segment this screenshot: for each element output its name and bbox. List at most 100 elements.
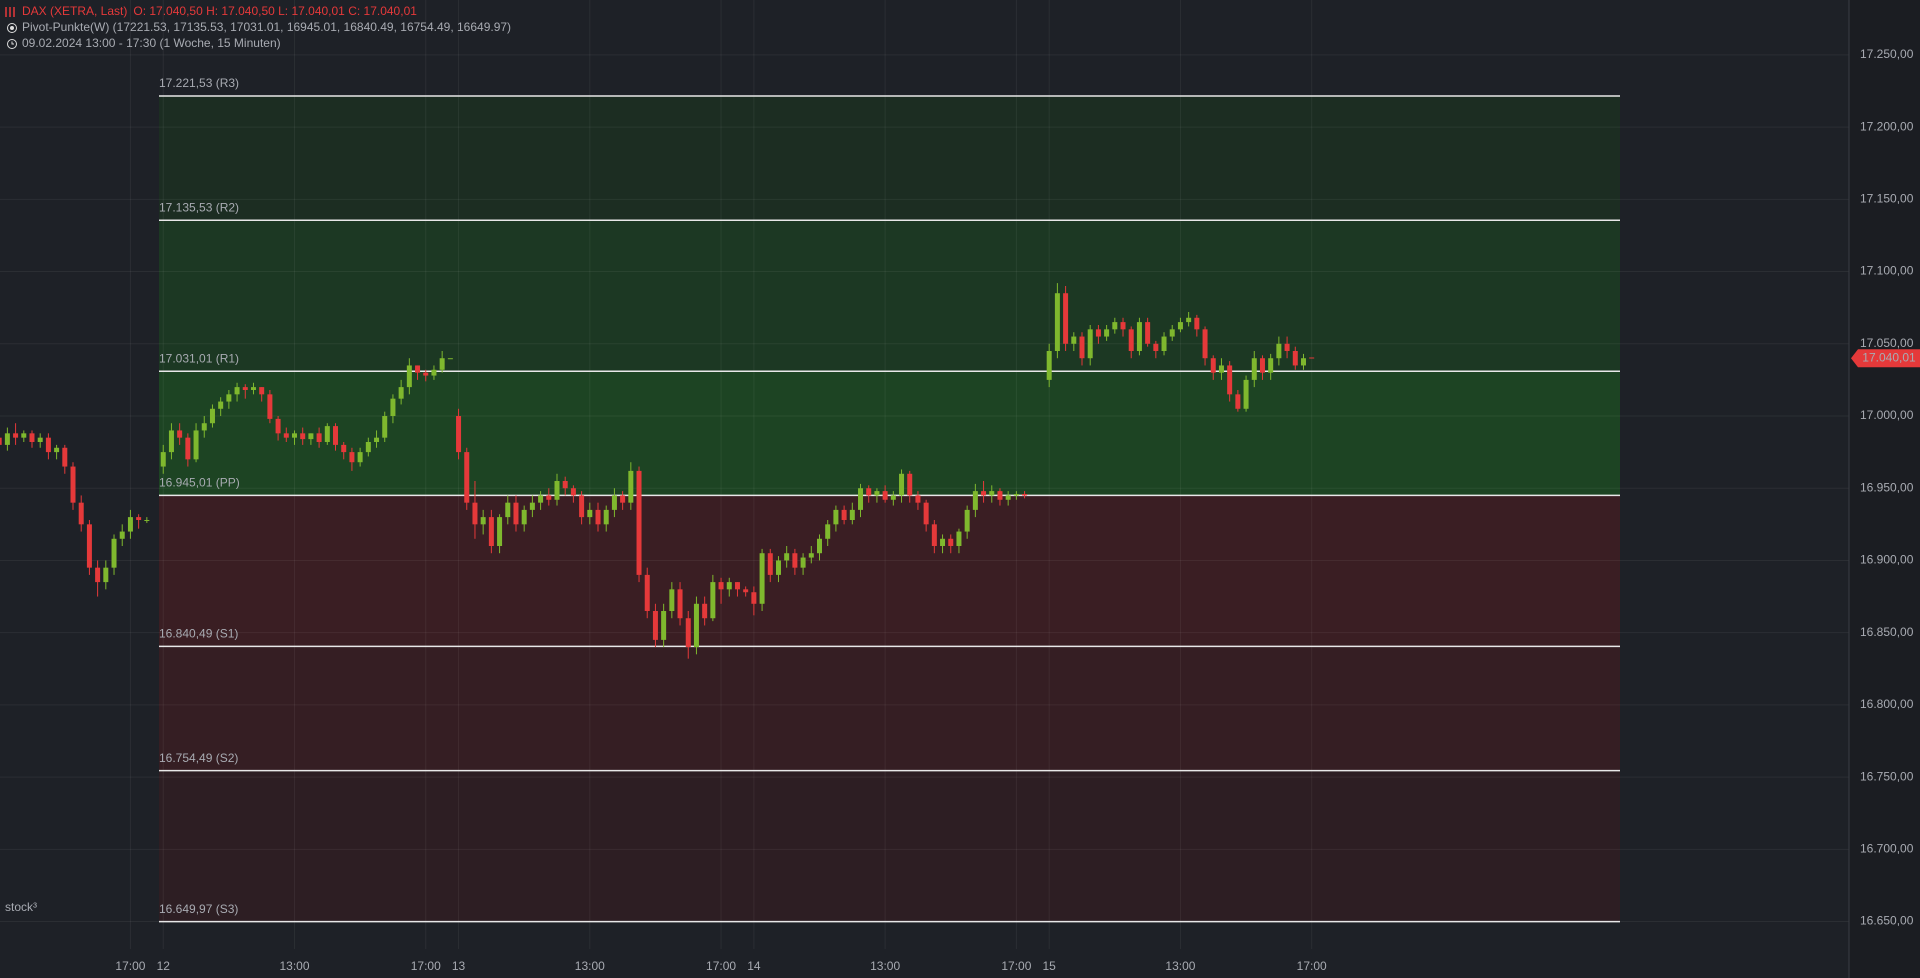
x-tick-label: 13:00 xyxy=(279,959,309,973)
candle-body xyxy=(1013,494,1019,496)
candle-body xyxy=(349,452,355,463)
candle-body xyxy=(1194,317,1200,330)
candle-body xyxy=(390,398,396,416)
candle-body xyxy=(456,416,462,453)
candle-body xyxy=(1145,322,1151,344)
pivot-zone xyxy=(159,770,1620,922)
candle-body xyxy=(710,582,716,619)
candle-body xyxy=(513,502,519,525)
candle-body xyxy=(816,538,822,554)
candle-body xyxy=(907,473,913,496)
candle-body xyxy=(890,495,896,500)
candle-body xyxy=(78,502,84,525)
candle-body xyxy=(13,433,19,438)
x-tick-label: 17:00 xyxy=(1001,959,1031,973)
x-tick-label: 13 xyxy=(452,959,466,973)
candle-body xyxy=(940,538,946,546)
pivot-zone xyxy=(159,646,1620,771)
candle-body xyxy=(480,517,486,525)
candle-body xyxy=(669,589,675,611)
chart-icon xyxy=(5,7,15,17)
x-tick-label: 14 xyxy=(747,959,761,973)
candle-body xyxy=(291,433,297,438)
candle-body xyxy=(956,531,962,546)
candle-body xyxy=(201,423,207,431)
candle-body xyxy=(29,433,35,442)
candle-body xyxy=(989,491,995,496)
candle-body xyxy=(505,502,511,518)
candle-body xyxy=(127,517,133,532)
pivot-label: 17.221,53 (R3) xyxy=(159,76,239,90)
candle-body xyxy=(611,495,617,510)
candle-body xyxy=(726,582,732,590)
candle-body xyxy=(841,509,847,520)
candle-body xyxy=(234,387,240,395)
y-tick-label: 16.900,00 xyxy=(1860,553,1914,567)
header: DAX (XETRA, Last) O: 17.040,50 H: 17.040,… xyxy=(5,4,511,50)
candle-body xyxy=(1022,494,1028,496)
candle-body xyxy=(242,387,248,390)
candle-body xyxy=(1186,317,1192,323)
candle-body xyxy=(300,433,306,440)
y-tick-label: 17.000,00 xyxy=(1860,408,1914,422)
pivot-label: 16.840,49 (S1) xyxy=(159,627,238,641)
x-tick-label: 13:00 xyxy=(1165,959,1195,973)
candle-body xyxy=(882,491,888,500)
candle-body xyxy=(874,491,880,496)
candle-body xyxy=(1063,293,1069,344)
candle-body xyxy=(1210,358,1216,373)
instrument: DAX (XETRA, Last) xyxy=(22,4,127,18)
candle-body xyxy=(168,430,174,453)
candle-body xyxy=(439,358,445,370)
candle-body xyxy=(45,437,51,453)
candle-body xyxy=(1153,343,1159,351)
indicator-text: Pivot-Punkte(W) (17221.53, 17135.53, 170… xyxy=(22,20,511,34)
candle-body xyxy=(177,430,183,438)
candle-body xyxy=(283,433,289,438)
candle-body xyxy=(136,517,142,520)
y-tick-label: 16.800,00 xyxy=(1860,697,1914,711)
candle-body xyxy=(308,433,314,440)
candle-body xyxy=(1087,329,1093,359)
y-tick-label: 17.150,00 xyxy=(1860,192,1914,206)
candle-body xyxy=(652,611,658,640)
candle-body xyxy=(341,444,347,453)
candle-body xyxy=(111,538,117,568)
clock-hands xyxy=(11,41,14,45)
candle-body xyxy=(70,466,76,503)
candle-body xyxy=(4,433,10,445)
candle-body xyxy=(972,491,978,510)
x-tick-label: 17:00 xyxy=(1297,959,1327,973)
candle-body xyxy=(1292,351,1298,366)
x-tick-label: 13:00 xyxy=(870,959,900,973)
candle-body xyxy=(250,387,256,390)
candle-body xyxy=(1120,322,1126,330)
candle-body xyxy=(1309,357,1315,359)
pivot-label: 16.649,97 (S3) xyxy=(159,902,238,916)
candle-body xyxy=(398,387,404,399)
x-tick-label: 17:00 xyxy=(411,959,441,973)
candle-body xyxy=(1251,358,1257,380)
y-tick-label: 16.950,00 xyxy=(1860,480,1914,494)
pivot-label: 16.945,01 (PP) xyxy=(159,476,240,490)
candle-body xyxy=(538,495,544,503)
candle-body xyxy=(406,365,412,388)
candle-body xyxy=(702,603,708,619)
candle-body xyxy=(95,567,101,583)
candle-body xyxy=(333,426,339,445)
candle-body xyxy=(86,524,92,568)
candle-body xyxy=(644,574,650,611)
y-tick-label: 16.700,00 xyxy=(1860,842,1914,856)
x-tick-label: 17:00 xyxy=(706,959,736,973)
candle-body xyxy=(628,470,634,503)
candle-body xyxy=(1284,343,1290,351)
candle-body xyxy=(1112,322,1118,330)
candle-body xyxy=(784,553,790,561)
candle-body xyxy=(472,502,478,525)
candle-body xyxy=(685,618,691,648)
candle-body xyxy=(792,553,798,568)
candle-body xyxy=(849,509,855,520)
indicator-icon xyxy=(7,23,17,33)
